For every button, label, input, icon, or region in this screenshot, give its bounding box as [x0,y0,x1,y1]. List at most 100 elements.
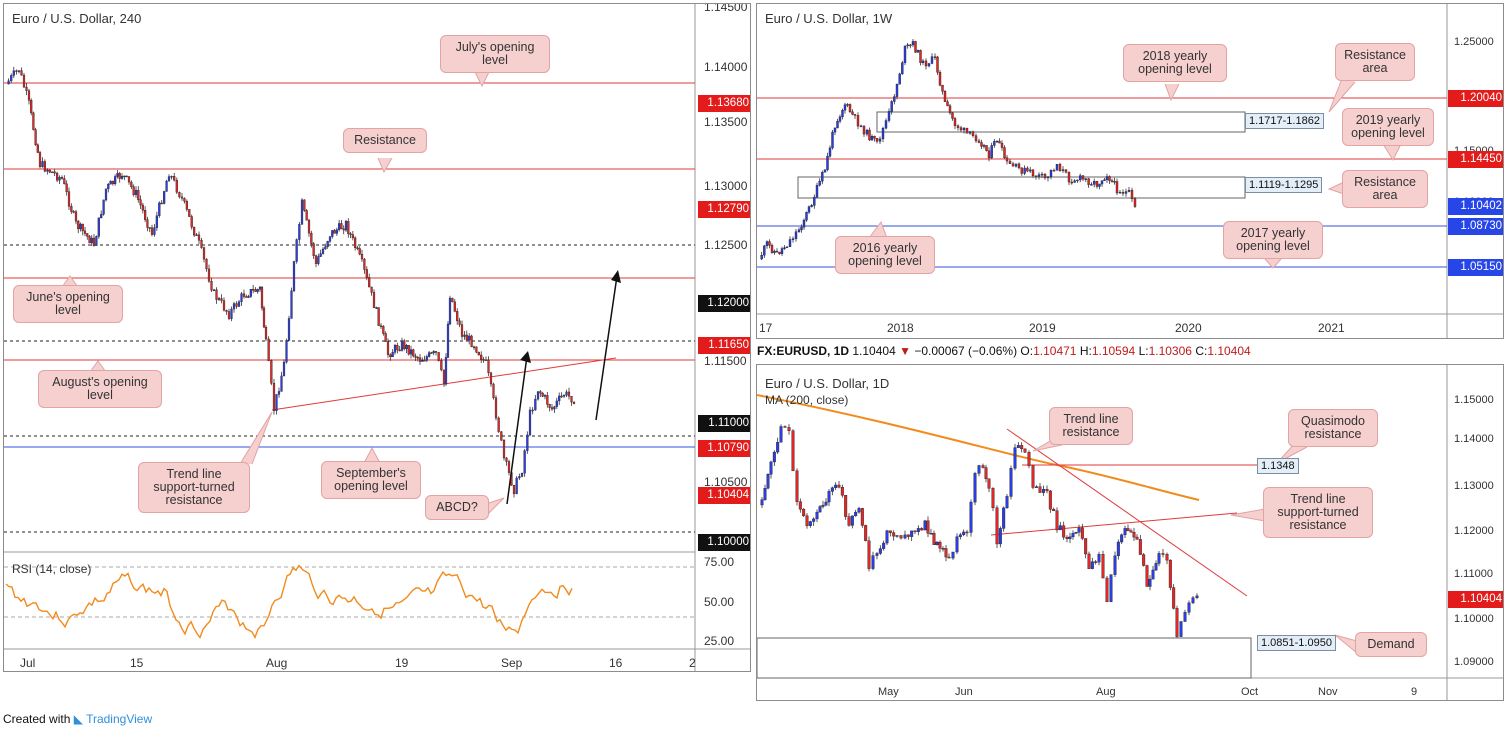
h4-candle-218 [528,409,532,436]
daily-candle-59 [958,534,962,537]
h4-candle-152 [370,286,373,293]
tradingview-logo-icon: ◣ [73,712,83,726]
weekly-candle-46 [881,127,885,140]
daily-candle-115 [1151,569,1155,580]
weekly-candle-76 [962,127,966,131]
weekly-candle-132 [1118,192,1122,194]
weekly-pointer-res-mid [1327,181,1345,195]
daily-candle-113 [1145,565,1149,587]
daily-candle-47 [920,528,924,531]
h4-candle-62 [153,227,156,235]
daily-candle-79 [1031,465,1035,488]
daily-candle-42 [903,534,907,539]
h4-candle-96 [237,301,241,307]
h4-price-tick-5: 1.11500 [704,354,747,368]
daily-candle-107 [1126,528,1130,531]
daily-candle-28 [854,511,858,517]
weekly-candle-12 [791,238,795,240]
h4-chart-canvas[interactable]: 1.14500 1.14000 1.13500 1.13000 1.12500 1.115… [4,4,751,672]
h4-candle-73 [180,196,184,199]
tradingview-brand[interactable]: TradingView [86,712,153,726]
weekly-candle-135 [1127,190,1131,192]
daily-candle-122 [1175,608,1179,637]
weekly-candle-45 [878,138,882,142]
h4-candle-79 [195,234,198,237]
h4-candle-4 [17,70,21,72]
daily-candle-84 [1048,490,1052,510]
h4-candle-179 [432,351,435,354]
h4-candle-92 [227,311,231,319]
h4-candle-156 [379,325,383,327]
h4-candle-120 [295,239,298,262]
weekly-pointer-2019 [1382,143,1402,162]
h4-candle-125 [307,219,311,234]
created-with-text: Created with [3,712,71,726]
h4-candle-199 [480,354,483,360]
h4-candle-78 [193,226,196,236]
daily-candle-0 [760,499,764,506]
h4-candle-172 [416,357,419,359]
weekly-tag-110402: 1.10402 [1448,198,1503,215]
low-label: L: [1138,344,1149,358]
h4-candle-109 [267,338,270,361]
weekly-candle-42 [870,135,874,141]
weekly-candle-84 [985,145,988,151]
weekly-candle-20 [813,196,816,206]
daily-candle-10 [795,470,799,502]
weekly-candle-67 [938,72,942,86]
h4-candle-80 [197,234,201,241]
weekly-candle-105 [1043,173,1047,179]
daily-candle-94 [1080,527,1084,539]
daily-chart-panel[interactable]: 1.15000 1.14000 1.13000 1.12000 1.11000 1.100… [756,364,1504,701]
weekly-candle-0 [760,254,763,260]
daily-candle-74 [1013,447,1017,469]
daily-candle-34 [875,553,879,556]
h4-candle-226 [548,404,551,408]
daily-candle-72 [1005,496,1009,509]
h4-candle-142 [347,221,350,234]
h4-candle-49 [123,175,126,178]
h4-candle-188 [453,301,456,312]
h4-candle-233 [565,391,568,396]
weekly-box-label-1: 1.1717-1.1862 [1245,113,1324,129]
h4-candle-110 [270,360,273,384]
weekly-candle-31 [841,110,844,118]
weekly-candle-120 [1087,178,1090,185]
h4-candle-55 [137,190,140,200]
weekly-candle-97 [1020,167,1023,174]
daily-time-tick-1: Jun [955,686,973,698]
weekly-candle-66 [936,56,939,73]
h4-pointer-august [89,360,107,373]
h4-candle-29 [77,220,80,230]
weekly-candle-74 [956,125,960,128]
weekly-candle-34 [848,104,852,113]
weekly-candle-129 [1110,180,1114,182]
h4-candle-141 [344,221,348,231]
daily-candle-86 [1055,510,1059,531]
weekly-chart-panel[interactable]: 1.250001.200001.150001.100001.0500017201… [756,3,1504,339]
daily-candle-118 [1161,553,1165,555]
daily-candle-77 [1023,448,1027,453]
weekly-candle-80 [974,135,978,142]
weekly-candle-27 [831,131,834,149]
daily-candle-15 [812,518,816,522]
daily-candle-100 [1101,554,1105,579]
h4-candle-15 [43,161,46,172]
h4-candle-39 [100,214,103,219]
h4-candle-225 [546,395,549,405]
daily-candle-90 [1068,536,1072,539]
daily-candle-7 [783,426,787,428]
daily-chart-canvas[interactable]: 1.15000 1.14000 1.13000 1.12000 1.11000 1.100… [757,365,1504,701]
daily-candle-56 [947,556,951,559]
daily-candle-85 [1052,509,1056,512]
daily-candle-13 [805,515,809,526]
h4-chart-panel[interactable]: 1.14500 1.14000 1.13500 1.13000 1.12500 1.115… [3,3,751,672]
daily-candle-41 [899,535,903,539]
weekly-tag-114450: 1.14450 [1448,151,1503,168]
h4-price-tick-1: 1.14000 [704,60,748,74]
weekly-candle-123 [1095,181,1099,187]
h4-candle-60 [148,227,151,229]
weekly-candle-2 [765,241,769,247]
callout-trendline-support-resistance: Trend line support-turned resistance [138,462,250,513]
weekly-candle-88 [995,140,999,143]
